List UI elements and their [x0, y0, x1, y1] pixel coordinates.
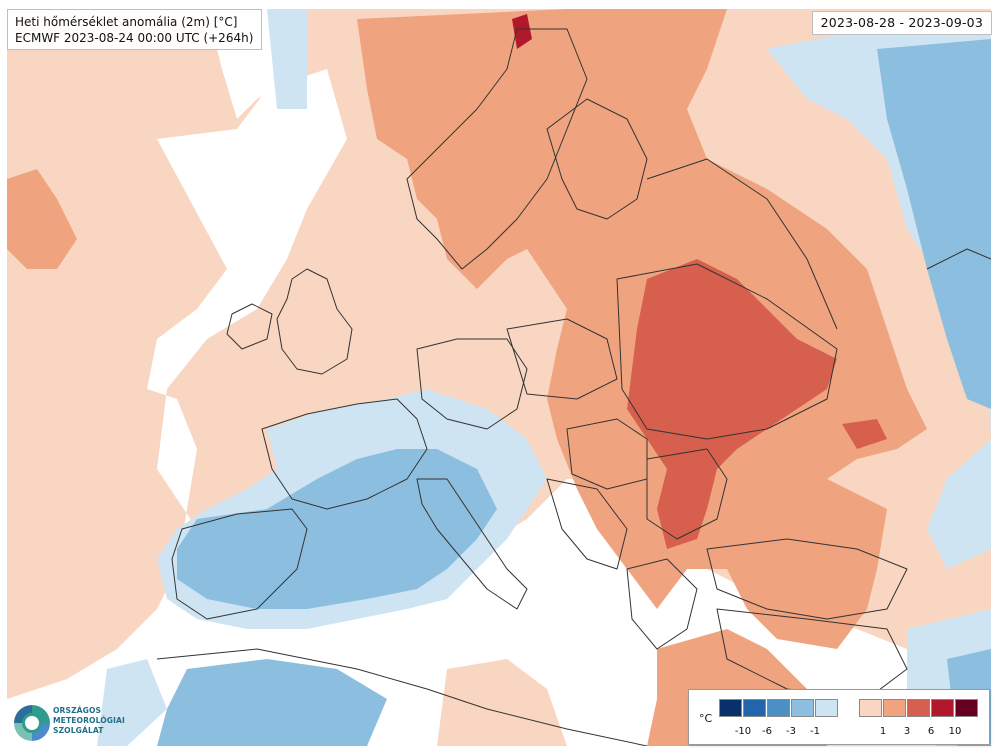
anomaly-map[interactable]	[7, 9, 991, 746]
region-moderate-cool-med	[177, 449, 497, 609]
model-run-info: ECMWF 2023-08-24 00:00 UTC (+264h)	[15, 31, 254, 45]
region-weak-warm-africa	[437, 659, 567, 746]
coastline-scandinavia	[406, 28, 588, 270]
legend-tick-label: -6	[762, 726, 772, 737]
coastline-greece	[626, 558, 698, 650]
coastline-turkey	[716, 608, 908, 700]
omsz-logo: ORSZÁGOS METEOROLÓGIAI SZOLGÁLAT	[11, 700, 131, 746]
logo-text-line1: ORSZÁGOS	[53, 706, 102, 715]
logo-emblem-center	[22, 713, 42, 733]
legend-tick-label: 3	[903, 726, 911, 737]
legend-swatch-negative-4	[815, 699, 838, 717]
border-russia-west	[646, 158, 838, 330]
border-balkans	[546, 478, 628, 570]
coastline-britain	[276, 268, 353, 375]
coastline-finland	[546, 98, 648, 220]
coastlines-and-borders	[156, 28, 991, 746]
logo-text-line3: SZOLGÁLAT	[53, 726, 104, 735]
anomaly-map-canvas	[7, 9, 991, 746]
map-title: Heti hőmérséklet anomália (2m) [°C]	[15, 15, 238, 29]
legend-swatch-negative-2	[767, 699, 790, 717]
region-extreme-warm-norway	[512, 14, 532, 49]
legend-tick-label: -10	[734, 726, 752, 737]
legend-swatch-negative-0	[719, 699, 742, 717]
region-weak-cool-atlantic	[97, 659, 167, 746]
border-romania	[646, 448, 728, 540]
coastline-iberia	[171, 508, 308, 620]
region-strong-warm-core	[627, 259, 837, 549]
border-poland	[506, 318, 618, 400]
coastline-north-africa	[156, 648, 648, 746]
region-moderate-warm-atlantic-west	[7, 169, 77, 269]
legend-unit: °C	[699, 712, 713, 725]
coastline-black-sea	[706, 538, 908, 620]
legend-swatch-positive-0	[859, 699, 882, 717]
legend-swatch-negative-3	[791, 699, 814, 717]
legend-tick-label: 1	[879, 726, 887, 737]
region-moderate-cool-africa	[157, 659, 387, 746]
color-legend: °C -10 -6 -3 -1 1 3 6 10	[688, 689, 990, 745]
legend-tick-label: -3	[786, 726, 796, 737]
forecast-period: 2023-08-28 - 2023-09-03	[811, 11, 992, 35]
legend-tick-label: 6	[927, 726, 935, 737]
map-title-box: Heti hőmérséklet anomália (2m) [°C] ECMW…	[7, 9, 263, 50]
coastline-ireland	[226, 303, 273, 350]
legend-tick-label: -1	[810, 726, 820, 737]
coastline-italy	[416, 478, 528, 610]
border-france	[261, 398, 428, 510]
legend-swatch-positive-4	[955, 699, 978, 717]
border-germany	[416, 338, 528, 430]
region-moderate-cool-northeast	[877, 39, 991, 409]
border-kazakhstan-north	[926, 248, 991, 270]
border-ukraine	[616, 263, 838, 440]
legend-tick-label: 10	[948, 726, 962, 737]
logo-text: ORSZÁGOS METEOROLÓGIAI SZOLGÁLAT	[53, 706, 125, 736]
legend-swatch-negative-1	[743, 699, 766, 717]
region-cool-north-atlantic	[267, 9, 307, 109]
logo-text-line2: METEOROLÓGIAI	[53, 716, 125, 725]
legend-swatch-positive-2	[907, 699, 930, 717]
region-strong-warm-east	[842, 419, 887, 449]
legend-swatch-positive-1	[883, 699, 906, 717]
legend-swatch-positive-3	[931, 699, 954, 717]
